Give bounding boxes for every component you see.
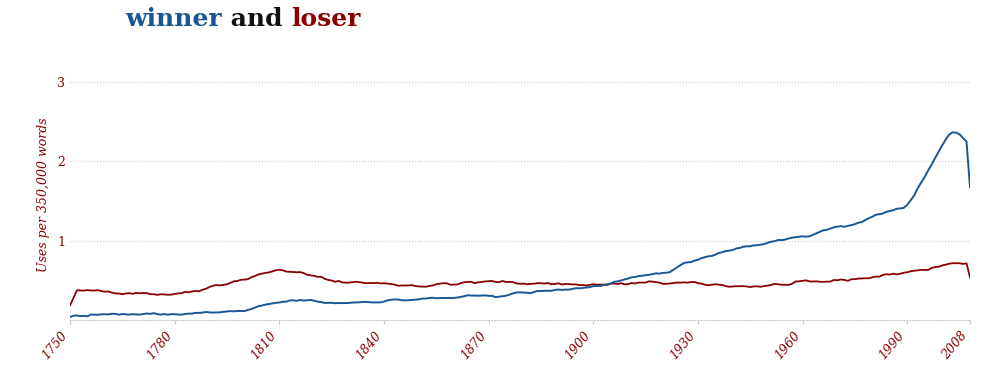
Text: winner: winner (125, 7, 222, 31)
Text: loser: loser (291, 7, 360, 31)
Text: and: and (222, 7, 291, 31)
Y-axis label: Uses per 350,000 words: Uses per 350,000 words (37, 118, 50, 272)
